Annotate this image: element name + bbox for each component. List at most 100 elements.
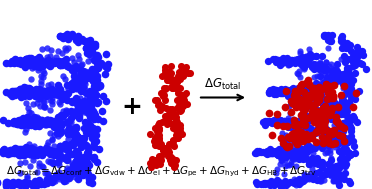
Point <box>300 180 306 183</box>
Point <box>80 139 86 143</box>
Point <box>348 87 354 90</box>
Point <box>292 58 298 61</box>
Point <box>285 122 291 125</box>
Point <box>331 69 337 72</box>
Point <box>350 54 356 57</box>
Point <box>305 92 311 95</box>
Point <box>271 89 277 92</box>
Point <box>49 180 55 183</box>
Point <box>175 75 181 78</box>
Point <box>288 151 294 154</box>
Point <box>18 63 24 66</box>
Point <box>267 88 273 91</box>
Point <box>280 60 286 63</box>
Point <box>329 73 335 76</box>
Point <box>34 183 40 186</box>
Point <box>49 151 55 154</box>
Point <box>164 78 170 81</box>
Point <box>324 168 330 171</box>
Point <box>89 47 95 50</box>
Point <box>65 38 71 41</box>
Point <box>85 112 91 115</box>
Point <box>7 62 13 65</box>
Point <box>152 160 158 163</box>
Point <box>76 117 82 120</box>
Point <box>341 158 347 161</box>
Point <box>300 148 306 151</box>
Point <box>302 93 308 96</box>
Point <box>316 126 322 129</box>
Point <box>285 119 291 122</box>
Point <box>42 105 48 108</box>
Point <box>156 127 162 130</box>
Point <box>293 122 299 125</box>
Point <box>181 98 187 101</box>
Point <box>304 125 310 128</box>
Point <box>83 143 89 146</box>
Point <box>329 132 335 135</box>
Point <box>67 119 73 122</box>
Point <box>59 122 65 125</box>
Point <box>47 62 53 65</box>
Point <box>280 121 286 124</box>
Point <box>92 82 98 85</box>
Point <box>260 182 266 185</box>
Point <box>22 184 28 187</box>
Point <box>341 84 347 87</box>
Point <box>298 92 304 95</box>
Point <box>340 107 346 110</box>
Point <box>22 66 28 69</box>
Point <box>42 151 48 154</box>
Point <box>296 85 302 88</box>
Point <box>17 154 23 157</box>
Point <box>167 116 173 119</box>
Point <box>298 98 304 101</box>
Point <box>33 120 39 123</box>
Point <box>94 101 100 105</box>
Point <box>94 61 100 64</box>
Point <box>324 139 330 142</box>
Point <box>279 151 285 154</box>
Point <box>337 163 343 166</box>
Point <box>27 120 33 123</box>
Point <box>291 178 297 181</box>
Point <box>89 71 94 74</box>
Point <box>170 140 176 143</box>
Point <box>34 151 40 154</box>
Point <box>311 84 317 87</box>
Point <box>60 74 65 77</box>
Point <box>37 181 43 184</box>
Point <box>73 159 78 162</box>
Point <box>312 115 318 119</box>
Point <box>297 154 303 157</box>
Point <box>169 87 175 90</box>
Point <box>82 70 88 73</box>
Point <box>78 70 84 74</box>
Point <box>321 140 327 143</box>
Point <box>312 131 318 134</box>
Point <box>162 114 168 117</box>
Point <box>337 134 343 137</box>
Point <box>329 91 335 94</box>
Point <box>89 182 95 185</box>
Point <box>31 145 37 148</box>
Point <box>282 89 288 92</box>
Point <box>168 80 174 83</box>
Point <box>314 115 320 118</box>
Point <box>351 144 357 147</box>
Point <box>340 87 346 90</box>
Point <box>310 157 315 160</box>
Point <box>253 152 259 155</box>
Point <box>60 63 65 66</box>
Point <box>36 180 42 183</box>
Point <box>308 55 314 58</box>
Point <box>322 123 328 126</box>
Point <box>265 152 271 155</box>
Point <box>34 125 40 128</box>
Point <box>337 135 343 138</box>
Point <box>54 173 60 176</box>
Point <box>76 159 81 162</box>
Point <box>301 139 307 142</box>
Point <box>325 98 331 101</box>
Point <box>55 161 61 164</box>
